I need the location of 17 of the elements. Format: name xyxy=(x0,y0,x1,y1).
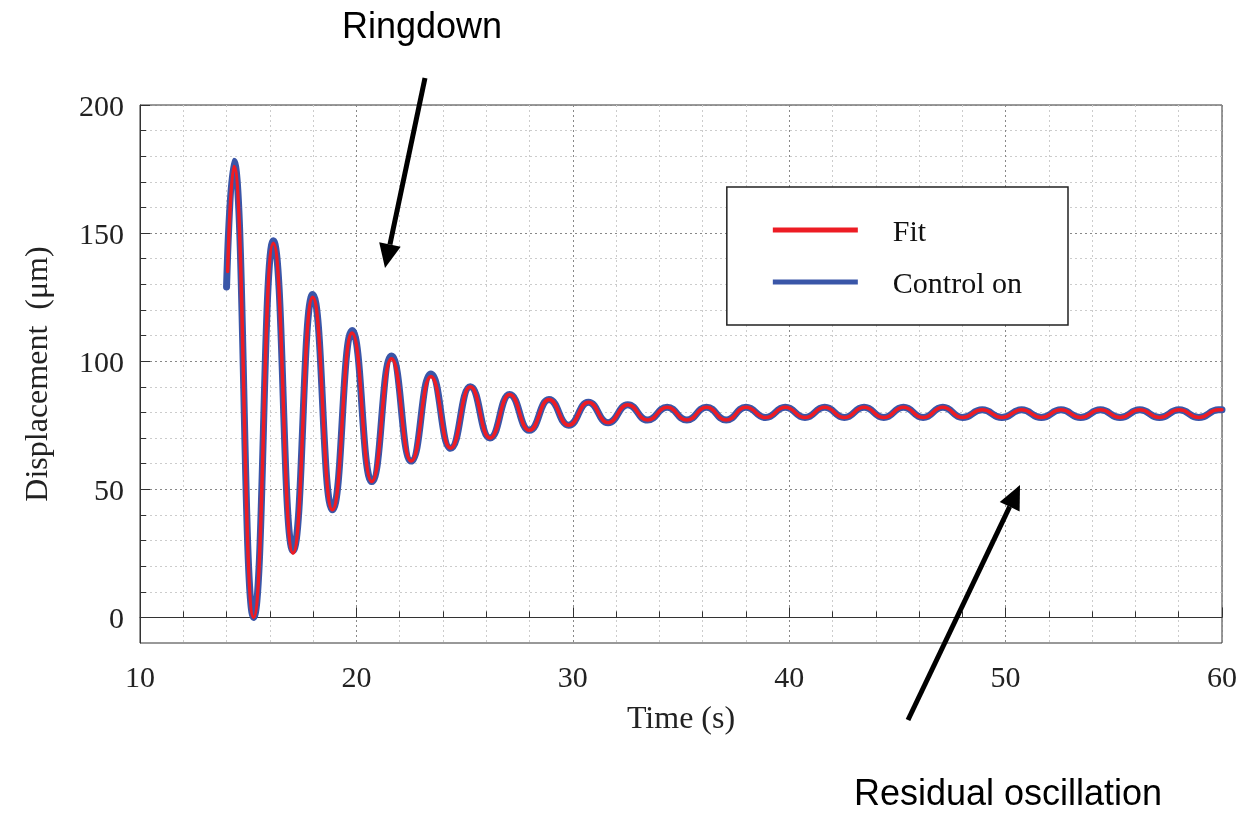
legend-label: Fit xyxy=(892,213,927,247)
y-tick-label: 100 xyxy=(79,344,124,378)
y-tick-label: 200 xyxy=(79,88,124,122)
y-tick-label: 0 xyxy=(109,600,124,634)
x-tick-label: 10 xyxy=(125,659,155,693)
x-tick-label: 30 xyxy=(557,659,588,693)
y-tick-label: 150 xyxy=(79,216,124,250)
x-tick-label: 40 xyxy=(774,659,805,693)
y-axis-title: Displacement (μm) xyxy=(18,246,54,502)
y-tick-label: 50 xyxy=(94,472,124,506)
x-tick-label: 50 xyxy=(990,659,1021,693)
x-tick-label: 20 xyxy=(341,659,372,693)
legend-label: Control on xyxy=(892,265,1022,299)
text: Ringdown xyxy=(341,5,503,47)
x-tick-label: 60 xyxy=(1207,659,1237,693)
text: Residual oscillation xyxy=(853,772,1163,814)
x-axis-title: Time (s) xyxy=(626,699,736,735)
